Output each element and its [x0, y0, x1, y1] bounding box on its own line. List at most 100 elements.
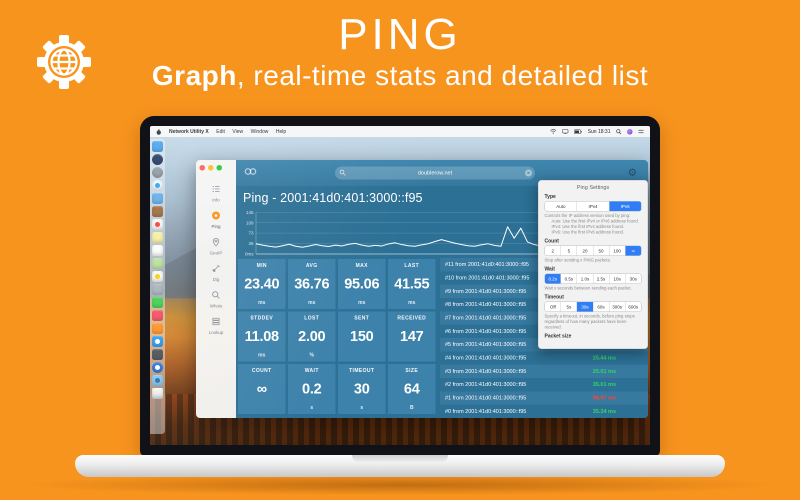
- ping-settings-gear-icon[interactable]: ⚙: [627, 167, 637, 179]
- segment-option[interactable]: ∞: [624, 246, 641, 256]
- segment-option[interactable]: Auto: [556, 203, 566, 209]
- siri-icon[interactable]: [627, 128, 633, 135]
- music-dock-icon[interactable]: [152, 310, 163, 321]
- section-help-text: Auto: Use the first IPv4 or IPv6 address…: [551, 218, 639, 224]
- books-dock-icon[interactable]: [152, 323, 163, 334]
- stat-value: 95.06: [344, 276, 380, 292]
- hero-subtitle-rest: , real-time stats and detailed list: [236, 60, 649, 91]
- menu-app-name[interactable]: Network Utility X: [169, 128, 209, 135]
- messages-dock-icon[interactable]: [152, 297, 163, 308]
- zoom-button[interactable]: [216, 165, 222, 171]
- contacts-dock-icon[interactable]: [152, 206, 163, 217]
- segment-option[interactable]: 300s: [608, 302, 625, 312]
- menu-view[interactable]: View: [232, 128, 244, 135]
- safari-glyph: [155, 183, 160, 188]
- host-search-field[interactable]: doublerow.net ✕: [335, 166, 535, 180]
- siri-dock-icon[interactable]: [152, 154, 163, 165]
- segment-option[interactable]: 60s: [592, 302, 609, 312]
- segment-option[interactable]: 1.0s: [576, 274, 593, 284]
- sidebar-item-dig[interactable]: Dig: [196, 260, 236, 287]
- menu-edit[interactable]: Edit: [216, 128, 225, 135]
- ping-settings-popover: Ping Settings Type Auto IPv4 IPv6 Controls t…: [538, 180, 648, 349]
- menu-help[interactable]: Help: [275, 128, 287, 135]
- utilities-dock-icon[interactable]: [152, 349, 163, 360]
- close-button[interactable]: [199, 165, 205, 171]
- sidebar-item-lookup[interactable]: Lookup: [196, 313, 236, 340]
- stat-label: TIMEOUT: [349, 368, 375, 374]
- app-store-glyph: [155, 339, 160, 344]
- wifi-icon[interactable]: [550, 129, 557, 134]
- network-utility-x-dock-icon[interactable]: [152, 362, 163, 373]
- segment-option[interactable]: 30s: [576, 302, 593, 312]
- clear-search-icon[interactable]: ✕: [525, 169, 532, 177]
- stat-unit: ms: [358, 300, 366, 306]
- segment-option[interactable]: 5: [560, 246, 577, 256]
- stats-grid: MIN 23.40 ms AVG 36.76 ms MAX 95.06 ms LAST 41.55 m…: [238, 259, 438, 414]
- segment-option[interactable]: IPv4: [576, 201, 609, 211]
- launchpad-dock-icon[interactable]: [152, 167, 163, 178]
- stat-value: 150: [350, 328, 374, 345]
- ping-list-row[interactable]: #2 from 2001:41d0:401:3000::f95 35.01 ms: [440, 378, 648, 392]
- segment-option[interactable]: 50: [592, 246, 609, 256]
- photos-dock-icon[interactable]: [152, 271, 163, 282]
- segment-option[interactable]: Off: [549, 304, 556, 310]
- link-icon[interactable]: [244, 168, 257, 179]
- ping-list-row[interactable]: #0 from 2001:41d0:401:3000::f95 35.34 ms: [440, 404, 648, 418]
- icloud-dock-icon[interactable]: [152, 284, 163, 295]
- minimize-button[interactable]: [208, 165, 214, 171]
- sidebar-item-ping[interactable]: Ping: [196, 207, 236, 234]
- stat-value: 36.76: [294, 276, 330, 292]
- macbook-notch: [352, 455, 448, 463]
- segment-option[interactable]: 30s: [624, 274, 641, 284]
- segment-option[interactable]: 0.5s: [560, 274, 577, 284]
- ping-list-row[interactable]: #4 from 2001:41d0:401:3000::f95 25.44 ms: [440, 351, 648, 365]
- dock: [150, 139, 165, 434]
- display-icon[interactable]: [562, 129, 569, 134]
- ping-list-row[interactable]: #3 from 2001:41d0:401:3000::f95 25.01 ms: [440, 364, 648, 379]
- segment-option[interactable]: 2.5s: [592, 274, 609, 284]
- photos-glyph: [155, 274, 160, 279]
- ping-row-text: #7 from 2001:41d0:401:3000::f95: [445, 315, 527, 322]
- menu-window[interactable]: Window: [250, 128, 269, 135]
- maps-dock-icon[interactable]: [152, 258, 163, 269]
- ping-icon: [211, 211, 221, 224]
- sidebar-item-whois[interactable]: Whois: [196, 286, 236, 313]
- safari-dock-icon[interactable]: [152, 180, 163, 191]
- ping-row-time: 35.34 ms: [592, 408, 616, 415]
- segment-option[interactable]: 100: [608, 246, 625, 256]
- calendar-dock-icon[interactable]: [152, 219, 163, 230]
- segment-option[interactable]: 2: [551, 248, 555, 254]
- finder-dock-icon[interactable]: [152, 141, 163, 152]
- app-store-dock-icon[interactable]: [152, 336, 163, 347]
- mail-dock-icon[interactable]: [152, 193, 163, 204]
- sidebar-item-info[interactable]: Info: [196, 180, 236, 207]
- network-utility-x-active-dock-icon[interactable]: [152, 375, 163, 386]
- segment-option[interactable]: 10s: [608, 274, 625, 284]
- notes-dock-icon[interactable]: [152, 232, 163, 243]
- battery-icon[interactable]: [574, 129, 582, 134]
- ping-list-row[interactable]: #1 from 2001:41d0:401:3000::f95 98.97 ms: [440, 391, 648, 405]
- hero-subtitle: Graph, real-time stats and detailed list: [0, 60, 800, 92]
- segment-option[interactable]: 0.2s: [545, 274, 561, 284]
- hero-subtitle-bold: Graph: [151, 60, 237, 91]
- menu-clock[interactable]: Sun 18:31: [587, 128, 611, 135]
- segment-option[interactable]: IPv6: [608, 201, 641, 211]
- sidebar-item-geoip[interactable]: GeoIP: [196, 233, 236, 260]
- search-icon[interactable]: [616, 128, 622, 135]
- ping-row-text: #1 from 2001:41d0:401:3000::f95: [445, 395, 527, 402]
- segment-option[interactable]: 600s: [624, 302, 641, 312]
- section-help-text: Specify a timeout, in seconds, before pi…: [544, 313, 635, 330]
- trash-dock-icon[interactable]: [152, 388, 163, 399]
- notification-list-icon[interactable]: [638, 129, 644, 134]
- stat-label: SIZE: [405, 368, 419, 374]
- settings-section-packet-size: Packet size: [545, 334, 642, 340]
- segment-option[interactable]: 20: [576, 246, 593, 256]
- ping-row-time: 98.97 ms: [592, 395, 616, 402]
- reminders-dock-icon[interactable]: [152, 245, 163, 256]
- settings-section-wait: Wait 0.2s 0.5s 1.0s 2.5s 10s 30s Wait x seconds…: [544, 267, 642, 292]
- menu-items: Edit View Window Help: [216, 129, 293, 135]
- ping-row-text: #5 from 2001:41d0:401:3000::f95: [445, 341, 527, 348]
- stat-unit: s: [310, 405, 314, 411]
- segment-option[interactable]: 5s: [560, 302, 577, 312]
- apple-menu-icon[interactable]: [156, 128, 162, 135]
